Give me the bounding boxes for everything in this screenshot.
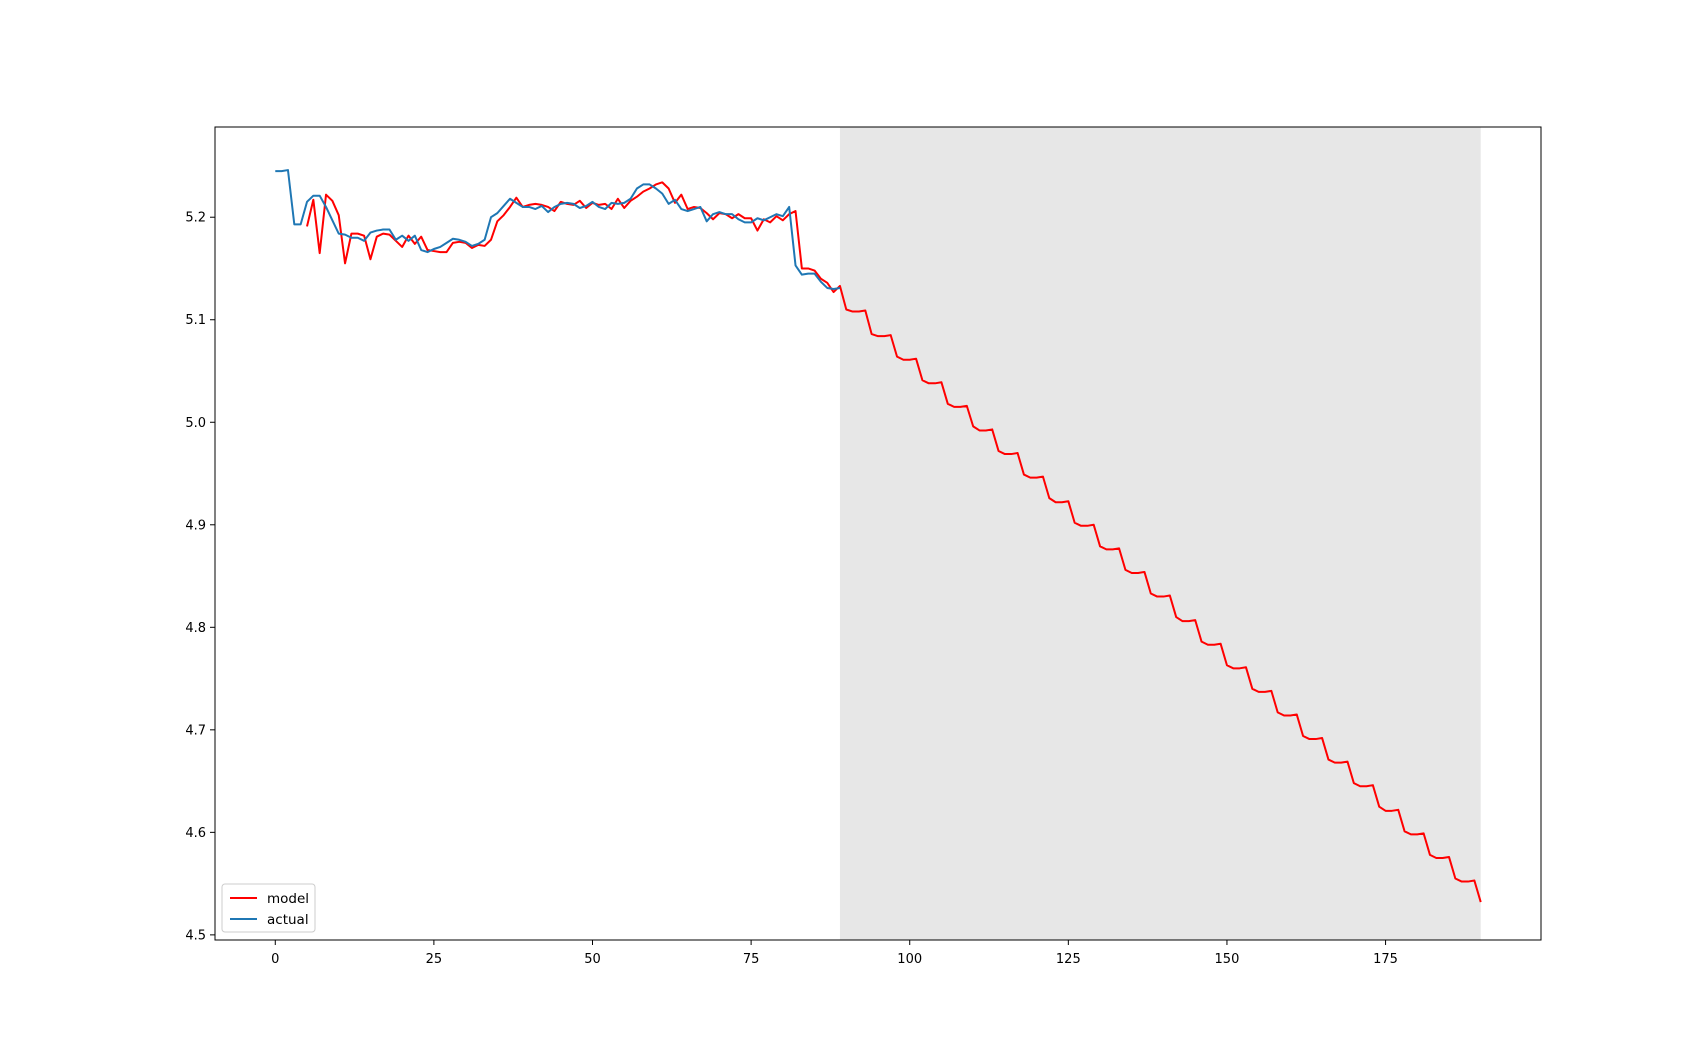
x-axis: 0 25 50 75 100 125 150 175 <box>271 940 1398 967</box>
x-tick-label: 75 <box>743 952 760 967</box>
x-tick-label: 0 <box>271 952 279 967</box>
series-line-actual <box>275 169 841 290</box>
legend-label-model: model <box>267 891 309 907</box>
x-tick-label: 100 <box>897 952 922 967</box>
plot-frame <box>214 126 1542 941</box>
x-tick-label: 175 <box>1373 952 1398 967</box>
x-tick-label: 50 <box>584 952 601 967</box>
y-tick-label: 5.1 <box>185 313 206 328</box>
y-tick-label: 5.2 <box>185 211 206 226</box>
legend-label-actual: actual <box>267 912 309 928</box>
legend: model actual <box>221 883 316 933</box>
forecast-shaded-region <box>839 127 1481 940</box>
y-tick-label: 5.0 <box>185 416 206 431</box>
y-tick-label: 4.7 <box>185 723 206 738</box>
x-tick-label: 25 <box>426 952 443 967</box>
y-tick-label: 4.6 <box>185 826 206 841</box>
y-tick-label: 4.9 <box>185 518 206 533</box>
series-layer <box>275 169 1482 903</box>
series-line-model <box>306 181 1482 903</box>
x-tick-label: 125 <box>1056 952 1081 967</box>
y-tick-label: 4.8 <box>185 621 206 636</box>
x-tick-label: 150 <box>1215 952 1240 967</box>
y-tick-label: 4.5 <box>185 928 206 943</box>
y-axis: 4.5 4.6 4.7 4.8 4.9 5.0 5.1 5.2 <box>185 211 215 943</box>
